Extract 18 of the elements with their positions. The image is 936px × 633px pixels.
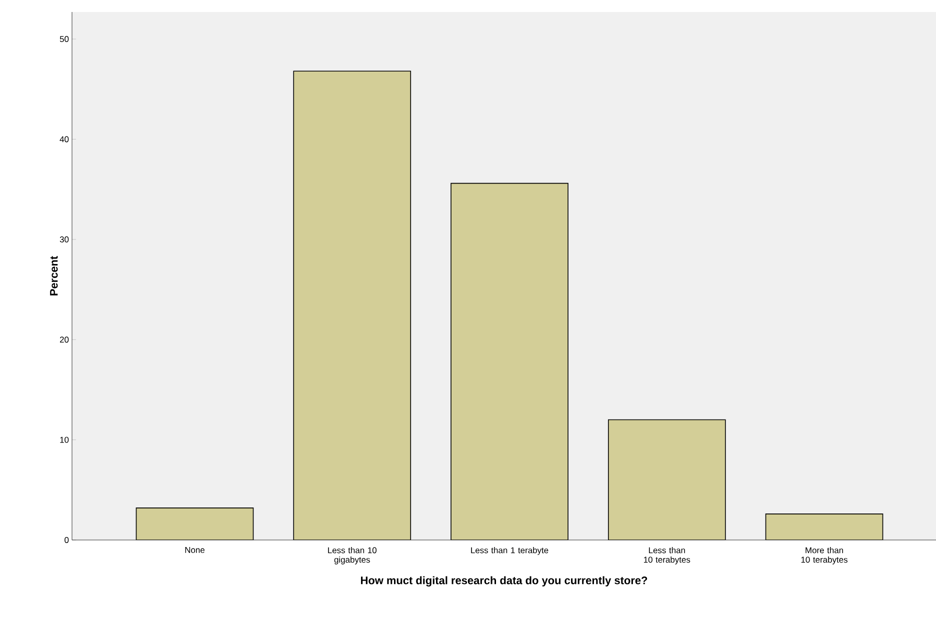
x-axis-title: How muct digital research data do you currently store? xyxy=(361,576,648,586)
bar xyxy=(450,182,568,540)
bar xyxy=(293,70,412,540)
y-axis-title: Percent xyxy=(50,256,58,296)
bar xyxy=(608,419,726,540)
x-tick-label: More than 10 terabytes xyxy=(801,547,848,564)
bar xyxy=(136,508,254,540)
y-tick-label: 30 xyxy=(60,236,69,242)
x-tick-label: Less than 10 gigabytes xyxy=(328,547,377,564)
x-tick-label: Less than 1 terabyte xyxy=(471,547,548,555)
bar xyxy=(765,514,884,540)
x-tick-label: Less than 10 terabytes xyxy=(644,547,690,564)
y-tick-label: 20 xyxy=(60,336,69,343)
x-tick-label: None xyxy=(185,547,204,553)
y-tick-label: 0 xyxy=(64,537,69,543)
y-tick-label: 10 xyxy=(60,436,69,443)
y-tick-label: 50 xyxy=(60,36,69,42)
y-tick-label: 40 xyxy=(60,136,69,142)
